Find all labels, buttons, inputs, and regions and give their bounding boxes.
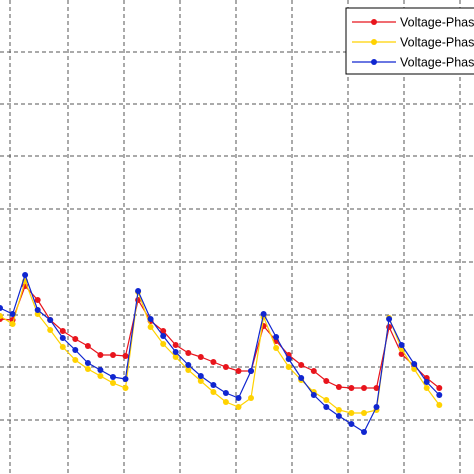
- data-point: [34, 297, 41, 303]
- data-point: [423, 379, 430, 385]
- data-point: [84, 360, 91, 366]
- data-point: [97, 352, 104, 358]
- legend-swatch-marker: [371, 39, 377, 45]
- data-point: [122, 353, 129, 359]
- legend-label: Voltage-Phase A: [400, 16, 474, 30]
- data-point: [160, 328, 167, 334]
- data-point: [160, 341, 167, 347]
- data-point: [72, 347, 79, 353]
- data-point: [22, 272, 29, 278]
- data-point: [298, 375, 305, 381]
- data-point: [436, 402, 443, 408]
- data-point: [310, 368, 317, 374]
- data-point: [122, 376, 129, 382]
- data-point: [135, 288, 142, 294]
- data-point: [373, 404, 380, 410]
- data-point: [147, 316, 154, 322]
- data-point: [335, 384, 342, 390]
- data-point: [147, 324, 154, 330]
- legend-swatch-marker: [371, 19, 377, 25]
- data-point: [72, 357, 79, 363]
- data-point: [323, 404, 330, 410]
- data-point: [172, 349, 179, 355]
- data-point: [222, 399, 229, 405]
- data-point: [361, 385, 367, 391]
- data-point: [323, 378, 330, 384]
- data-point: [298, 362, 305, 368]
- data-point: [197, 378, 204, 384]
- data-point: [310, 392, 317, 398]
- data-point: [248, 368, 254, 374]
- data-point: [59, 344, 66, 350]
- data-point: [235, 395, 242, 401]
- data-point: [348, 410, 355, 416]
- data-point: [9, 311, 16, 317]
- data-point: [386, 316, 393, 322]
- data-point: [260, 311, 267, 317]
- data-point: [423, 385, 430, 391]
- data-point: [348, 385, 355, 391]
- data-point: [185, 350, 192, 356]
- data-point: [0, 305, 3, 311]
- data-point: [361, 410, 367, 416]
- data-point: [84, 343, 91, 349]
- data-point: [273, 345, 280, 351]
- data-point: [373, 385, 380, 391]
- data-point: [110, 374, 116, 380]
- data-point: [273, 334, 280, 340]
- data-point: [84, 366, 91, 372]
- data-point: [248, 395, 254, 401]
- data-point: [9, 321, 16, 327]
- data-point: [222, 364, 229, 370]
- data-point: [0, 313, 3, 319]
- data-point: [285, 356, 292, 362]
- data-point: [172, 342, 179, 348]
- data-point: [72, 336, 79, 342]
- data-point: [185, 362, 192, 368]
- data-point: [210, 382, 217, 388]
- series-3: [0, 272, 443, 435]
- data-point: [160, 333, 167, 339]
- data-point: [411, 366, 418, 372]
- data-point: [110, 380, 116, 386]
- data-point: [34, 307, 41, 313]
- data-point: [436, 392, 443, 398]
- legend-label: Voltage-Phase B: [400, 36, 474, 50]
- data-point: [110, 352, 116, 358]
- data-point: [361, 429, 367, 435]
- data-point: [398, 342, 405, 348]
- data-point: [197, 354, 204, 360]
- legend-box: [345, 7, 474, 75]
- data-point: [97, 367, 104, 373]
- series-layer: [0, 272, 443, 435]
- data-point: [59, 335, 66, 341]
- data-point: [122, 385, 129, 391]
- data-point: [323, 397, 330, 403]
- data-point: [47, 327, 54, 333]
- data-point: [411, 361, 418, 367]
- legend-label: Voltage-Phase C: [400, 56, 474, 70]
- data-point: [235, 404, 242, 410]
- data-point: [47, 317, 54, 323]
- data-point: [235, 368, 242, 374]
- data-point: [210, 389, 217, 395]
- legend: Voltage-Phase A Voltage-Phase B Voltage-Ph…: [345, 7, 474, 75]
- data-point: [285, 364, 292, 370]
- data-point: [210, 359, 217, 365]
- data-point: [436, 385, 443, 391]
- data-point: [185, 367, 192, 373]
- legend-items: Voltage-Phase A Voltage-Phase B Voltage-Ph…: [352, 16, 474, 70]
- data-point: [97, 373, 104, 379]
- data-point: [172, 354, 179, 360]
- data-point: [335, 407, 342, 413]
- legend-swatch-marker: [371, 59, 377, 65]
- data-point: [59, 328, 66, 334]
- data-point: [222, 390, 229, 396]
- data-point: [348, 421, 355, 427]
- data-point: [335, 413, 342, 419]
- data-point: [197, 373, 204, 379]
